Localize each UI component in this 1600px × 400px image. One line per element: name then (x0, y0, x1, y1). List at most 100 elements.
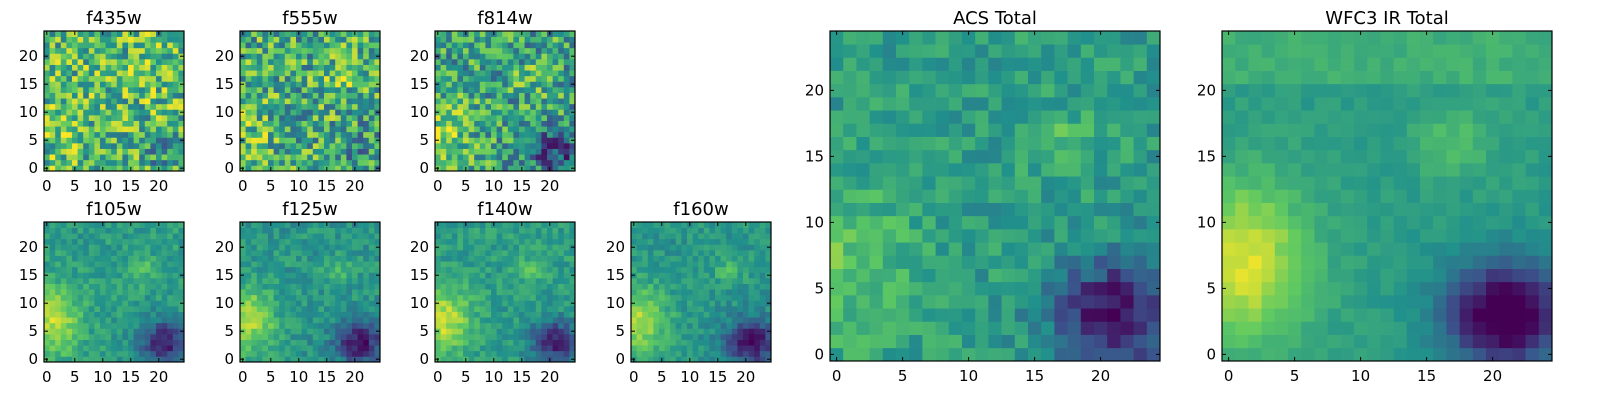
heatmap-cell (457, 339, 464, 346)
heatmap-cell (312, 70, 319, 77)
heatmap-cell (346, 87, 353, 93)
heatmap-cell (935, 281, 950, 296)
heatmap-cell (1067, 295, 1082, 309)
heatmap-cell (715, 227, 721, 234)
heatmap-cell (167, 356, 174, 363)
heatmap-cell (72, 238, 78, 245)
heatmap-cell (262, 115, 269, 121)
heatmap-cell (547, 120, 553, 127)
heatmap-cell (150, 278, 157, 284)
heatmap-cell (116, 126, 123, 133)
heatmap-cell (519, 81, 525, 88)
heatmap-cell (324, 137, 330, 144)
heatmap-cell (530, 154, 537, 161)
heatmap-cell (524, 244, 531, 251)
heatmap-cell (240, 311, 246, 318)
heatmap-cell (435, 261, 441, 268)
heatmap-cell (463, 322, 469, 329)
heatmap-cell (279, 47, 286, 54)
heatmap-cell (524, 317, 531, 324)
heatmap-cell (279, 311, 286, 318)
heatmap-cell (240, 322, 246, 329)
heatmap-cell (479, 87, 486, 93)
heatmap-cell (167, 261, 174, 268)
heatmap-cell (519, 64, 525, 71)
heatmap-cell (340, 87, 347, 93)
heatmap-cell (720, 322, 727, 329)
heatmap-cell (133, 75, 140, 82)
heatmap-cell (156, 244, 162, 251)
heatmap-cell (491, 154, 497, 161)
heatmap-cell (94, 42, 101, 49)
heatmap-cell (346, 244, 353, 251)
heatmap-cell (128, 261, 134, 268)
heatmap-cell (83, 103, 90, 110)
heatmap-cell (357, 222, 364, 228)
heatmap-cell (513, 70, 520, 77)
heatmap-cell (256, 306, 263, 312)
heatmap-cell (318, 283, 325, 290)
heatmap-cell (491, 278, 497, 284)
heatmap-cell (519, 137, 525, 144)
heatmap-cell (754, 222, 761, 228)
heatmap-cell (558, 59, 565, 65)
heatmap-cell (681, 255, 688, 262)
heatmap-cell (284, 115, 291, 121)
heatmap-cell (535, 266, 542, 273)
heatmap-cell (474, 322, 481, 329)
heatmap-cell (245, 31, 252, 37)
heatmap-cell (726, 339, 733, 346)
heatmap-cell (284, 278, 291, 284)
heatmap-cell (268, 306, 274, 312)
heatmap-cell (296, 154, 302, 161)
heatmap-cell (368, 70, 375, 77)
heatmap-cell (245, 255, 252, 262)
heatmap-cell (922, 242, 936, 256)
heatmap-cell (161, 294, 168, 301)
heatmap-cell (346, 159, 353, 166)
heatmap-cell (83, 356, 90, 363)
heatmap-cell (524, 70, 531, 77)
heatmap-cell (284, 75, 291, 82)
heatmap-cell (720, 289, 727, 296)
heatmap-cell (653, 356, 660, 363)
heatmap-cell (507, 345, 514, 352)
heatmap-cell (882, 308, 897, 322)
heatmap-cell (150, 328, 157, 335)
heatmap-cell (83, 250, 90, 256)
heatmap-cell (60, 143, 67, 149)
heatmap-cell (922, 255, 936, 269)
heatmap-cell (1094, 215, 1108, 230)
heatmap-cell (88, 109, 95, 116)
heatmap-cell (563, 148, 570, 155)
heatmap-cell (335, 233, 342, 240)
heatmap-cell (485, 64, 492, 71)
heatmap-cell (541, 126, 548, 133)
heatmap-cell (357, 356, 364, 363)
heatmap-cell (909, 215, 923, 230)
heatmap-cell (329, 317, 336, 324)
heatmap-cell (457, 266, 464, 273)
heatmap-cell (262, 222, 269, 228)
heatmap-cell (128, 317, 134, 324)
heatmap-cell (491, 227, 497, 234)
heatmap-cell (83, 115, 90, 121)
heatmap-cell (830, 268, 844, 283)
heatmap-cell (44, 278, 50, 284)
heatmap-cell (1094, 202, 1108, 217)
heatmap-cell (240, 92, 246, 99)
heatmap-cell (172, 300, 179, 307)
heatmap-cell (896, 202, 910, 217)
heatmap-cell (451, 322, 458, 329)
heatmap-cell (468, 266, 475, 273)
heatmap-cell (474, 255, 481, 262)
heatmap-cell (541, 356, 548, 363)
heatmap-cell (468, 255, 475, 262)
heatmap-cell (647, 283, 654, 290)
heatmap-cell (709, 317, 716, 324)
heatmap-cell (340, 356, 347, 363)
heatmap-cell (133, 266, 140, 273)
heatmap-cell (703, 238, 710, 245)
heatmap-cell (692, 283, 699, 290)
heatmap-cell (44, 70, 50, 77)
